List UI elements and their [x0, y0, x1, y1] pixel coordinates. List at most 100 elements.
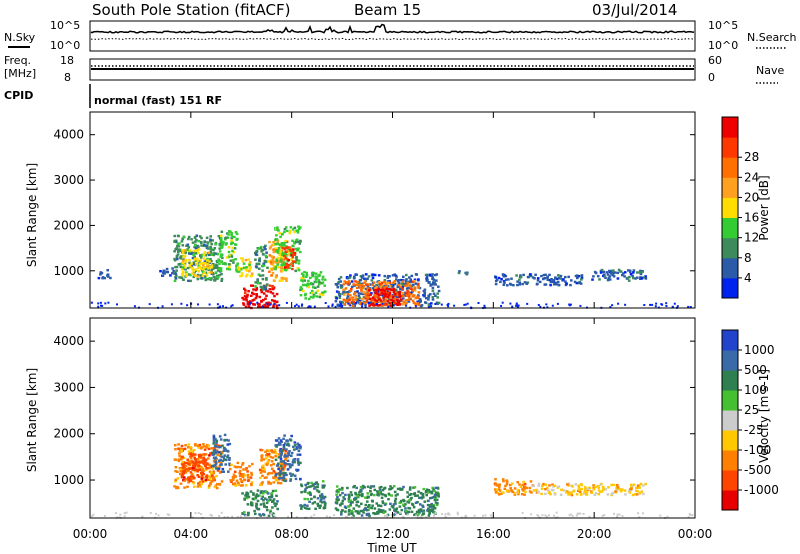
data-cell — [199, 274, 203, 277]
data-cell — [273, 250, 276, 253]
data-cell — [278, 472, 282, 475]
data-cell — [275, 479, 279, 482]
ground-scatter-cell — [294, 305, 296, 308]
data-cell — [381, 500, 384, 503]
data-cell — [266, 266, 269, 269]
data-cell — [218, 250, 222, 253]
data-cell — [336, 495, 339, 499]
data-cell — [383, 487, 386, 490]
data-cell — [381, 488, 385, 492]
data-cell — [335, 297, 338, 300]
data-cell — [198, 235, 202, 238]
data-cell — [529, 480, 533, 483]
data-cell — [209, 452, 212, 455]
data-cell — [218, 243, 222, 246]
data-cell — [568, 492, 572, 496]
data-cell — [401, 280, 405, 283]
data-cell — [204, 460, 207, 464]
data-cell — [341, 491, 344, 495]
data-cell — [382, 292, 386, 296]
data-cell — [201, 253, 204, 256]
data-cell — [431, 508, 435, 512]
data-cell — [335, 490, 339, 493]
data-cell — [284, 473, 287, 476]
colorbar-tick-label: 100 — [744, 383, 767, 397]
data-cell — [265, 289, 268, 292]
colorbar-swatch — [722, 490, 738, 511]
data-cell — [416, 302, 419, 305]
date-label: 03/Jul/2014 — [592, 1, 677, 19]
colorbar-tick-label: 24 — [744, 170, 759, 184]
data-cell — [268, 247, 272, 250]
data-cell — [224, 238, 227, 241]
data-cell — [265, 454, 268, 457]
data-cell — [228, 463, 232, 467]
data-cell — [356, 495, 359, 498]
data-cell — [260, 456, 264, 460]
data-cell — [388, 290, 392, 293]
ground-scatter-cell — [325, 515, 328, 518]
data-cell — [217, 451, 221, 454]
data-cell — [244, 289, 247, 292]
ground-scatter-cell — [390, 514, 393, 517]
ground-scatter-cell — [97, 302, 100, 305]
data-cell — [204, 467, 208, 470]
data-cell — [183, 476, 186, 479]
data-cell — [408, 284, 412, 288]
data-cell — [367, 512, 371, 516]
data-cell — [181, 270, 185, 274]
ground-scatter-cell — [331, 303, 334, 306]
data-cell — [196, 470, 199, 473]
data-cell — [274, 452, 278, 455]
data-cell — [178, 454, 181, 458]
data-cell — [262, 285, 266, 288]
data-cell — [349, 491, 353, 494]
data-cell — [195, 249, 199, 252]
ground-scatter-cell — [406, 513, 409, 516]
data-cell — [192, 275, 196, 279]
data-cell — [212, 471, 215, 475]
data-cell — [184, 260, 188, 263]
data-cell — [264, 244, 267, 247]
data-cell — [212, 434, 216, 437]
data-cell — [315, 276, 319, 280]
data-cell — [292, 244, 295, 248]
data-cell — [228, 462, 231, 465]
data-cell — [372, 512, 375, 515]
data-cell — [192, 263, 196, 266]
data-cell — [630, 487, 633, 490]
data-cell — [266, 508, 269, 512]
data-cell — [396, 298, 399, 301]
data-cell — [210, 264, 214, 267]
data-cell — [347, 513, 351, 516]
data-cell — [533, 277, 536, 280]
data-cell — [355, 504, 358, 507]
data-cell — [200, 471, 203, 475]
data-cell — [277, 467, 280, 471]
data-cell — [385, 287, 388, 291]
data-cell — [380, 510, 383, 513]
data-cell — [97, 276, 101, 280]
data-cell — [203, 243, 206, 246]
data-cell — [421, 493, 425, 497]
data-cell — [576, 274, 579, 277]
data-cell — [434, 491, 438, 494]
ground-scatter-cell — [546, 306, 549, 309]
data-cell — [200, 482, 203, 486]
data-cell — [254, 296, 258, 300]
data-cell — [402, 485, 405, 489]
data-cell — [215, 264, 219, 268]
data-cell — [614, 490, 617, 493]
data-cell — [279, 235, 282, 239]
data-cell — [266, 473, 270, 476]
data-cell — [494, 279, 498, 283]
data-cell — [335, 290, 339, 293]
data-cell — [204, 464, 207, 467]
data-cell — [215, 474, 218, 478]
data-cell — [544, 488, 547, 491]
ground-scatter-cell — [447, 513, 450, 516]
data-cell — [344, 291, 347, 294]
data-cell — [175, 274, 178, 277]
data-cell — [197, 446, 201, 449]
data-cell — [565, 491, 568, 494]
